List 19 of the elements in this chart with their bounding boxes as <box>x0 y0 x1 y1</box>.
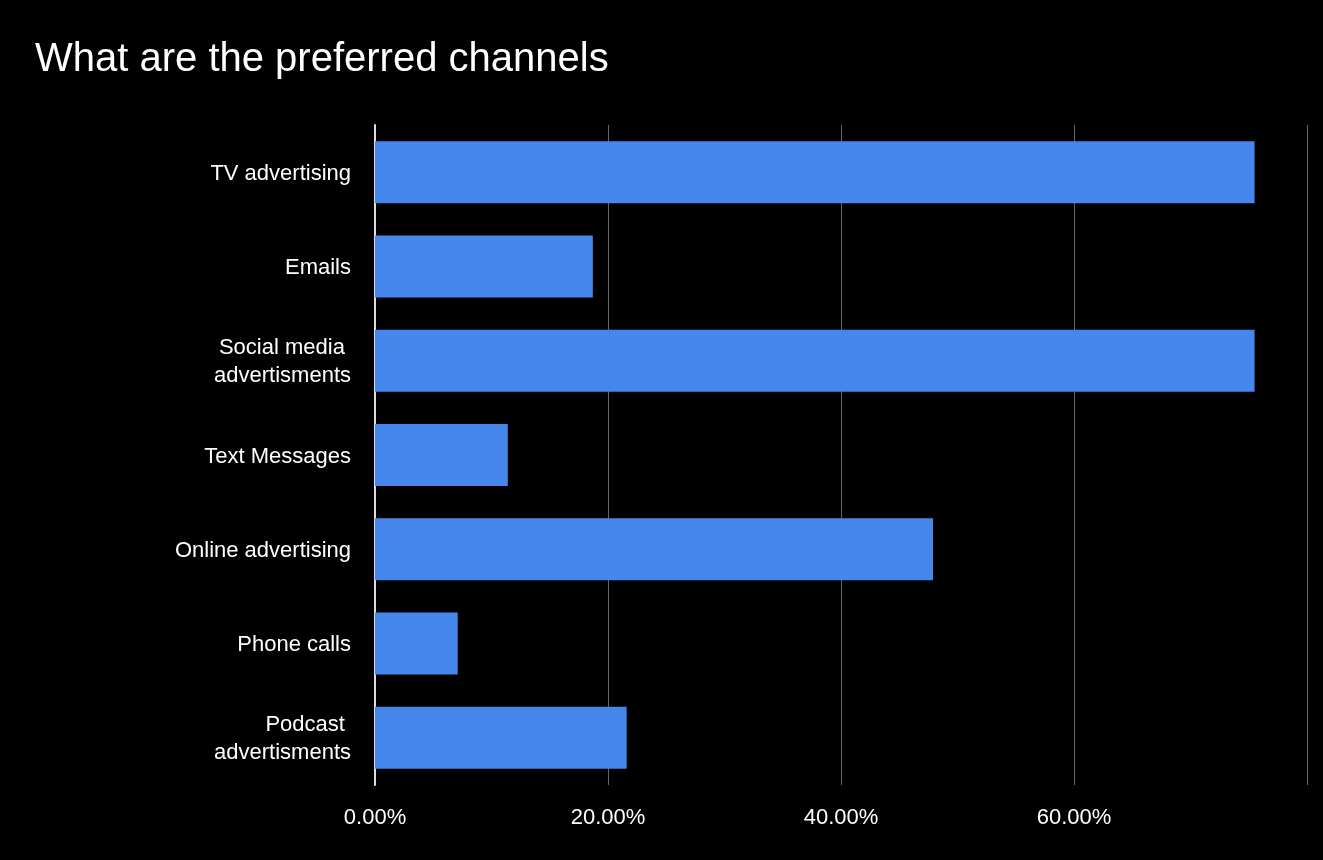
y-tick-label: TV advertising <box>210 159 351 185</box>
bar <box>375 612 458 675</box>
y-tick-label: Social media advertisments <box>214 334 351 388</box>
chart-title: What are the preferred channels <box>35 35 609 79</box>
y-tick-label: Emails <box>284 253 351 279</box>
y-tick-label: Podcast advertisments <box>214 711 351 765</box>
x-tick-label: 20.00% <box>570 803 646 829</box>
bar <box>375 706 627 769</box>
x-tick-label: 40.00% <box>803 803 879 829</box>
y-tick-label: Text Messages <box>204 442 351 468</box>
bar <box>375 235 593 298</box>
y-tick-label: Online advertising <box>174 536 351 562</box>
bar <box>375 141 1255 204</box>
y-tick-label: Phone calls <box>237 631 351 657</box>
bar <box>375 518 934 581</box>
bar <box>375 424 508 486</box>
bar <box>375 329 1255 392</box>
x-tick-label: 0.00% <box>343 803 407 829</box>
x-tick-label: 60.00% <box>1036 803 1112 829</box>
